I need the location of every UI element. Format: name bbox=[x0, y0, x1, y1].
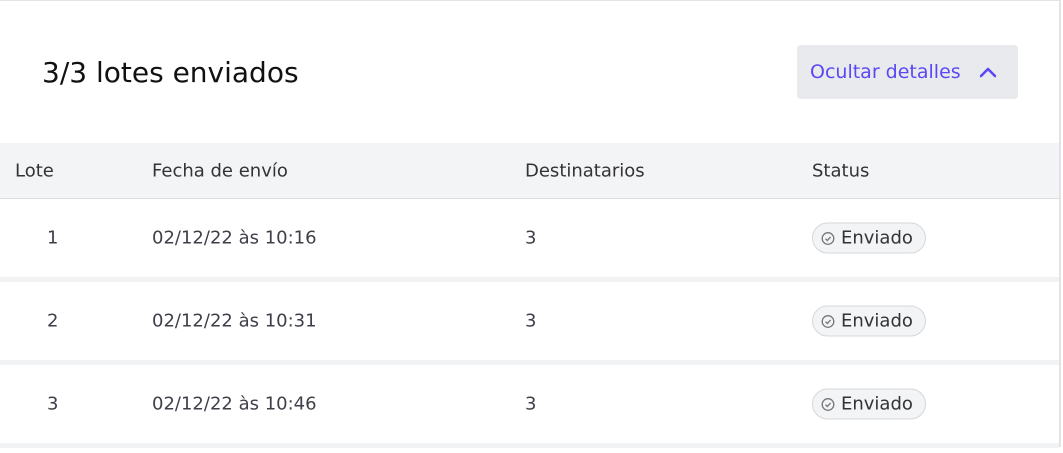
cell-destinatarios: 3 bbox=[525, 227, 537, 249]
table-row: 2 02/12/22 às 10:31 3 Enviado bbox=[0, 282, 1059, 365]
status-label: Enviado bbox=[841, 310, 913, 332]
status-badge: Enviado bbox=[812, 222, 926, 254]
status-label: Enviado bbox=[841, 227, 913, 249]
chevron-up-icon bbox=[979, 67, 996, 78]
table-row: 3 02/12/22 às 10:46 3 Enviado bbox=[0, 365, 1059, 448]
cell-destinatarios: 3 bbox=[525, 310, 537, 332]
cell-status: Enviado bbox=[812, 388, 926, 420]
cell-lote: 1 bbox=[47, 227, 59, 249]
hide-details-label: Ocultar detalles bbox=[810, 61, 961, 83]
status-label: Enviado bbox=[841, 393, 913, 415]
cell-fecha: 02/12/22 às 10:16 bbox=[152, 227, 317, 249]
cell-status: Enviado bbox=[812, 305, 926, 337]
cell-fecha: 02/12/22 às 10:31 bbox=[152, 310, 317, 332]
table-header: Lote Fecha de envío Destinatarios Status bbox=[0, 143, 1059, 199]
column-header-destinatarios: Destinatarios bbox=[525, 160, 645, 181]
hide-details-button[interactable]: Ocultar detalles bbox=[797, 45, 1018, 99]
status-badge: Enviado bbox=[812, 388, 926, 420]
column-header-fecha: Fecha de envío bbox=[152, 160, 288, 181]
check-circle-icon bbox=[821, 231, 835, 245]
column-header-status: Status bbox=[812, 160, 870, 181]
cell-fecha: 02/12/22 às 10:46 bbox=[152, 393, 317, 415]
table-row: 1 02/12/22 às 10:16 3 Enviado bbox=[0, 199, 1059, 282]
cell-destinatarios: 3 bbox=[525, 393, 537, 415]
table-body: 1 02/12/22 às 10:16 3 Enviado 2 02/12/22 … bbox=[0, 199, 1059, 448]
check-circle-icon bbox=[821, 314, 835, 328]
check-circle-icon bbox=[821, 397, 835, 411]
cell-status: Enviado bbox=[812, 222, 926, 254]
cell-lote: 3 bbox=[47, 393, 59, 415]
column-header-lote: Lote bbox=[15, 160, 54, 181]
page-title: 3/3 lotes enviados bbox=[42, 56, 299, 89]
status-badge: Enviado bbox=[812, 305, 926, 337]
cell-lote: 2 bbox=[47, 310, 59, 332]
card-header: 3/3 lotes enviados Ocultar detalles bbox=[0, 1, 1059, 143]
